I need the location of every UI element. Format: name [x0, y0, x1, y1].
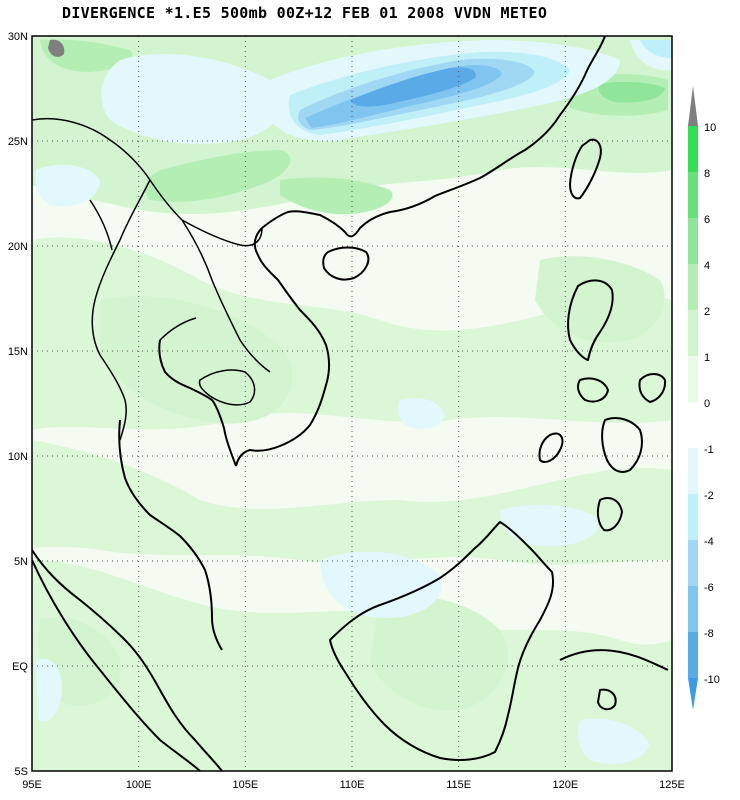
lon-tick-label: 105E — [232, 779, 258, 791]
colorbar-label: 4 — [704, 260, 710, 272]
field-region — [101, 53, 285, 144]
lon-tick-label: 125E — [659, 779, 685, 791]
graticule — [32, 36, 672, 771]
lon-tick-label: 115E — [446, 779, 471, 791]
lat-tick-label: 5N — [14, 556, 28, 568]
colorbar-segment — [688, 310, 698, 356]
colorbar-bottom-extension — [688, 678, 698, 710]
country-borders — [32, 117, 271, 441]
lat-tick-label: 15N — [8, 346, 28, 358]
colorbar-label: -4 — [704, 536, 714, 548]
field-region — [36, 658, 62, 722]
lat-tick-label: EQ — [12, 661, 28, 673]
field-region — [280, 177, 393, 215]
colorbar-segment — [688, 494, 698, 540]
colorbar-segment — [688, 172, 698, 218]
colorbar-label: -10 — [704, 674, 720, 686]
field-region — [370, 596, 508, 711]
colorbar-label: 10 — [704, 122, 716, 134]
field-region — [398, 398, 445, 429]
lat-tick-label: 5S — [15, 766, 28, 778]
lat-tick-label: 30N — [8, 31, 28, 43]
map-title: DIVERGENCE *1.E5 500mb 00Z+12 FEB 01 200… — [62, 4, 548, 22]
field-region — [35, 164, 100, 207]
field-region — [144, 150, 291, 202]
lat-tick-label: 10N — [8, 451, 28, 463]
field-region — [100, 296, 293, 424]
colorbar-label: -2 — [704, 490, 714, 502]
field-region — [598, 81, 665, 103]
colorbar-label: 2 — [704, 306, 710, 318]
lon-tick-label: 120E — [552, 779, 578, 791]
colorbar-segment — [688, 540, 698, 586]
colorbar-label: -8 — [704, 628, 714, 640]
field-region — [350, 67, 476, 107]
colorbar-segment — [688, 632, 698, 678]
lat-tick-label: 20N — [8, 241, 28, 253]
colorbar-label: 8 — [704, 168, 710, 180]
colorbar-segment — [688, 356, 698, 402]
colorbar-label: 0 — [704, 398, 710, 410]
colorbar-segment — [688, 402, 698, 448]
lat-tick-label: 25N — [8, 136, 28, 148]
lon-tick-label: 95E — [22, 779, 42, 791]
field-region — [500, 504, 600, 547]
colorbar-label: 6 — [704, 214, 710, 226]
colorbar-top-extension — [688, 86, 698, 126]
field-region — [577, 718, 650, 765]
map-frame — [31, 35, 673, 772]
lon-tick-label: 100E — [126, 779, 152, 791]
field-region — [48, 39, 65, 57]
field-region — [320, 551, 442, 619]
lon-tick-label: 110E — [340, 779, 365, 791]
colorbar-segment — [688, 126, 698, 172]
colorbar-segment — [688, 448, 698, 494]
coastlines — [32, 36, 669, 771]
colorbar-segment — [688, 586, 698, 632]
lon-labels: 95E 100E 105E 110E 115E 120E 125E — [22, 779, 685, 791]
lat-labels: 30N 25N 20N 15N 10N 5N EQ 5S — [8, 31, 29, 778]
field-region — [640, 40, 672, 58]
colorbar-label: -1 — [704, 444, 714, 456]
colorbar-label: -6 — [704, 582, 714, 594]
colorbar-segment — [688, 218, 698, 264]
colorbar-segment — [688, 264, 698, 310]
colorbar-label: 1 — [704, 352, 710, 364]
